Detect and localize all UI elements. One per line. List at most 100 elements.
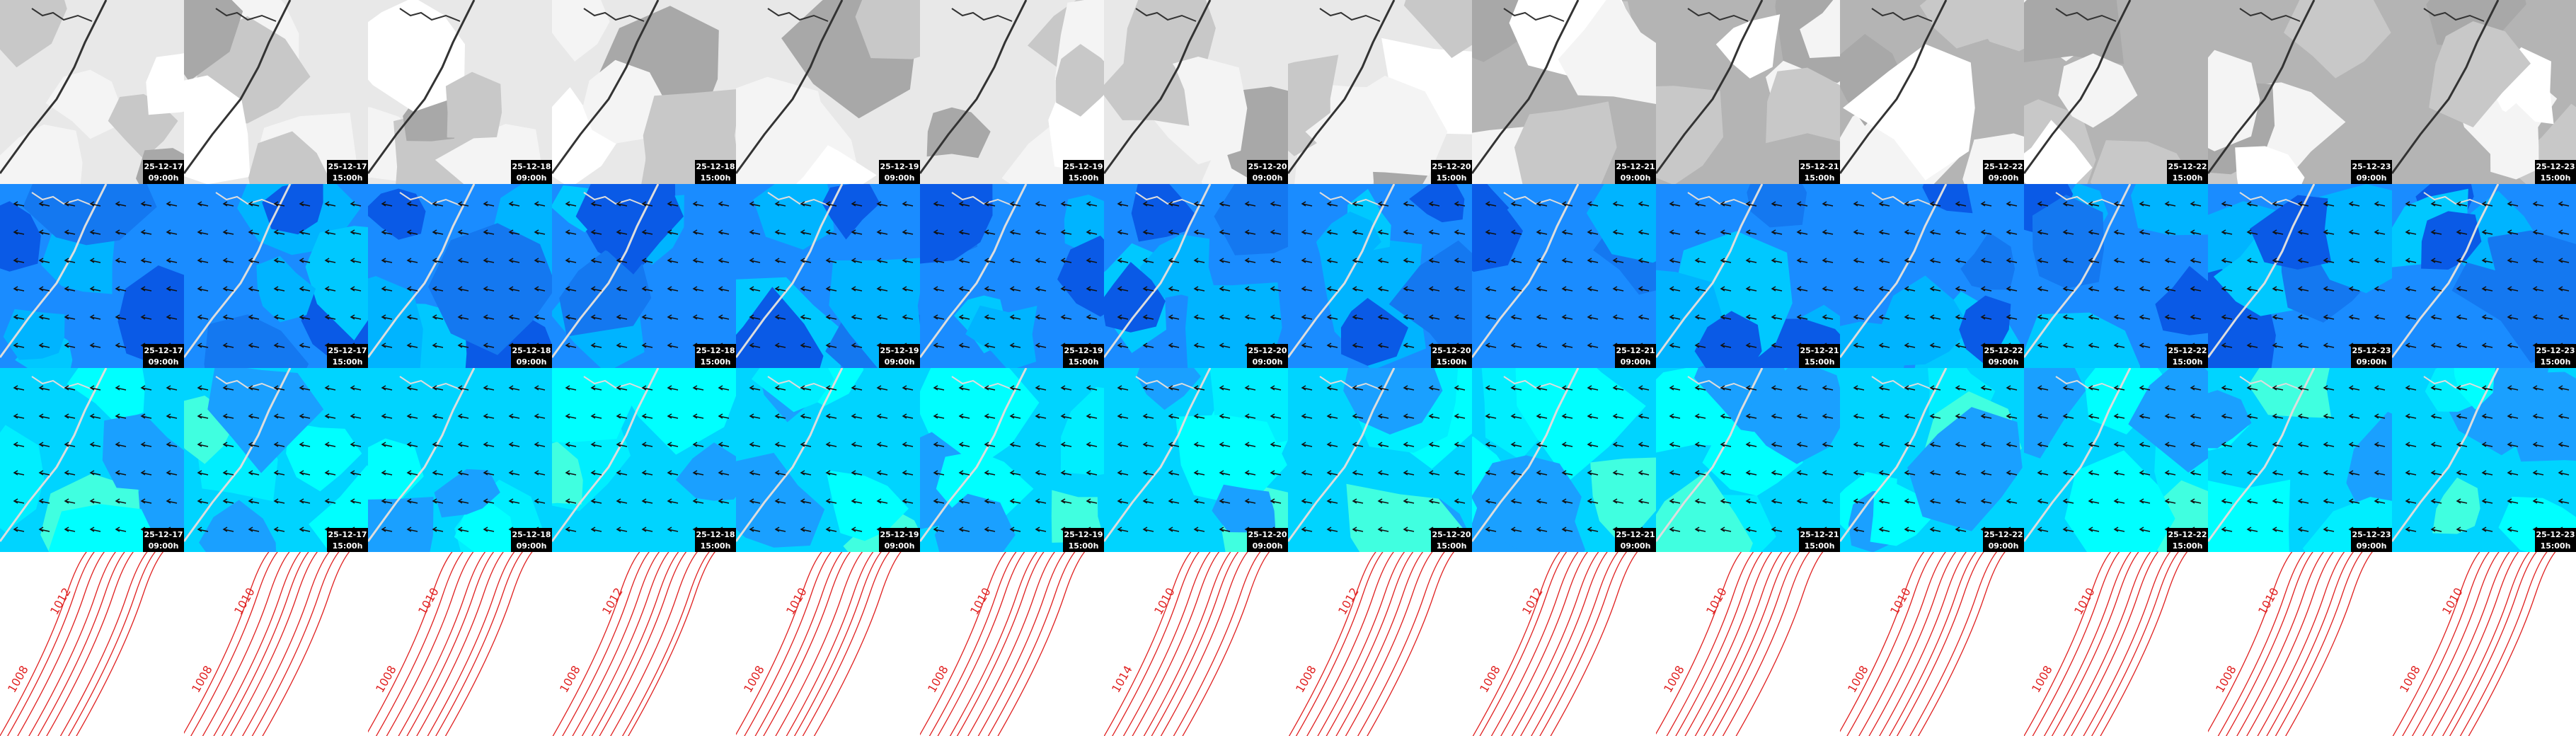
wind-arrow bbox=[457, 442, 469, 447]
wind-arrow bbox=[2062, 343, 2074, 348]
wind-arrow bbox=[749, 470, 761, 476]
coastline bbox=[399, 192, 461, 206]
wind-arrow bbox=[718, 470, 730, 476]
wind-arrow bbox=[166, 314, 178, 320]
wind-arrow bbox=[534, 286, 546, 292]
wind-arrow bbox=[2246, 201, 2258, 207]
wind-arrow bbox=[1822, 442, 1834, 447]
wind-arrow bbox=[749, 258, 761, 263]
wind-arrow bbox=[984, 286, 996, 292]
time-label: 15:00h bbox=[701, 173, 731, 183]
wind-arrow bbox=[2507, 314, 2519, 320]
wind-arrow bbox=[197, 229, 209, 235]
wind-arrow bbox=[381, 343, 393, 348]
label-box bbox=[1983, 528, 2024, 552]
wind-arrow bbox=[197, 385, 209, 391]
wind-arrow bbox=[2139, 385, 2151, 391]
wind-arrow bbox=[1720, 413, 1732, 419]
wind-arrow bbox=[457, 258, 469, 263]
wind-arrow bbox=[1853, 498, 1865, 504]
wind-arrow bbox=[933, 314, 945, 320]
wind-arrow bbox=[641, 229, 653, 235]
wind-arrow bbox=[2323, 470, 2335, 476]
wind-arrow bbox=[1720, 343, 1732, 348]
wind-arrow bbox=[590, 258, 602, 263]
wind-arrow bbox=[851, 442, 863, 447]
wind-arrow bbox=[1536, 314, 1548, 320]
wind-arrow bbox=[457, 470, 469, 476]
wind-arrow bbox=[1244, 286, 1256, 292]
wind-arrow bbox=[590, 286, 602, 292]
wind-arrow bbox=[1929, 527, 1941, 532]
wind-arrow bbox=[324, 470, 336, 476]
wind-arrow bbox=[1929, 413, 1941, 419]
wind-arrow bbox=[406, 498, 418, 504]
wind-arrow bbox=[2190, 442, 2202, 447]
coastline bbox=[1871, 8, 1933, 22]
coastline bbox=[1472, 0, 1580, 174]
wind-arrow bbox=[2456, 470, 2468, 476]
wind-arrow bbox=[432, 385, 444, 391]
wind-arrow bbox=[590, 314, 602, 320]
wind-arrow bbox=[1745, 442, 1757, 447]
wind-arrow bbox=[273, 442, 285, 447]
coastline bbox=[1871, 376, 1933, 390]
wind-arrow bbox=[1117, 258, 1129, 263]
wind-arrow bbox=[1086, 442, 1098, 447]
wind-arrow bbox=[1326, 498, 1338, 504]
coastline bbox=[2024, 184, 2132, 358]
coastline bbox=[1319, 8, 1381, 22]
isobar bbox=[2412, 552, 2500, 736]
wind-arrow bbox=[115, 229, 127, 235]
wind-arrow bbox=[958, 343, 970, 348]
wind-arrow bbox=[2272, 229, 2284, 235]
wind-arrow bbox=[1561, 385, 1573, 391]
coastline bbox=[184, 184, 292, 358]
coastline bbox=[552, 0, 660, 174]
wind-arrow bbox=[38, 314, 50, 320]
wind-arrow bbox=[2348, 229, 2360, 235]
shade-area bbox=[1104, 262, 1166, 333]
wind-arrow bbox=[248, 343, 260, 348]
wind-arrow bbox=[2113, 286, 2125, 292]
wind-arrow bbox=[115, 258, 127, 263]
date-label: 25-12-18 bbox=[512, 162, 551, 171]
wind-arrow bbox=[1270, 286, 1282, 292]
wind-arrow bbox=[1485, 286, 1497, 292]
wind-arrow bbox=[1403, 385, 1415, 391]
wind-arrow bbox=[2348, 314, 2360, 320]
wind-arrow bbox=[1510, 385, 1522, 391]
coastline bbox=[1656, 368, 1764, 542]
wind-arrow bbox=[2297, 229, 2309, 235]
wind-arrow bbox=[800, 442, 812, 447]
wind-arrow bbox=[2405, 527, 2417, 532]
wind-arrow bbox=[273, 385, 285, 391]
wind-arrow bbox=[1904, 201, 1916, 207]
wind-arrow bbox=[1561, 413, 1573, 419]
wind-arrow bbox=[1035, 385, 1047, 391]
wind-arrow bbox=[876, 286, 888, 292]
wind-arrow bbox=[2088, 385, 2100, 391]
wind-arrow bbox=[2507, 229, 2519, 235]
wind-arrow bbox=[984, 413, 996, 419]
wind-arrow bbox=[1352, 343, 1364, 348]
isobar bbox=[1703, 552, 1791, 736]
wind-arrow bbox=[1060, 470, 1072, 476]
wind-arrow bbox=[2139, 343, 2151, 348]
wind-arrow bbox=[825, 314, 837, 320]
wind-arrow bbox=[958, 229, 970, 235]
wind-arrow bbox=[2297, 385, 2309, 391]
wind-arrow bbox=[432, 470, 444, 476]
wind-arrow bbox=[1142, 201, 1154, 207]
background bbox=[1288, 552, 1472, 736]
wind-arrow bbox=[2088, 201, 2100, 207]
wind-arrow bbox=[1244, 258, 1256, 263]
wind-arrow bbox=[2088, 258, 2100, 263]
tile-content bbox=[2208, 0, 2392, 184]
coastline bbox=[0, 184, 108, 358]
wind-arrow bbox=[1853, 201, 1865, 207]
isobar bbox=[1550, 552, 1638, 736]
wind-arrow bbox=[534, 229, 546, 235]
